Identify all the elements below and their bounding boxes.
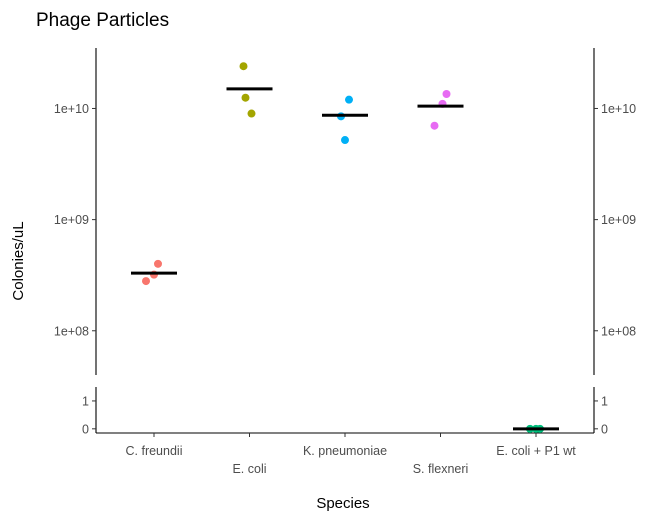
- x-tick-label: E. coli: [232, 462, 266, 476]
- data-point: [142, 277, 150, 286]
- y-tick-label-right-lower: 0: [601, 422, 608, 436]
- data-point: [430, 121, 439, 130]
- y-tick-label-right-lower: 1: [601, 394, 608, 408]
- data-point: [345, 95, 353, 104]
- x-tick-label: S. flexneri: [413, 462, 469, 476]
- x-tick-label: E. coli + P1 wt: [496, 444, 576, 458]
- data-point: [341, 136, 349, 145]
- y-tick-label-left-upper: 1e+10: [54, 102, 89, 116]
- y-tick-label-left-upper: 1e+09: [54, 213, 89, 227]
- y-tick-label-left-lower: 0: [82, 422, 89, 436]
- y-tick-label-left-upper: 1e+08: [54, 324, 89, 338]
- data-point: [241, 93, 250, 102]
- data-point: [247, 109, 256, 118]
- x-tick-label: C. freundii: [126, 444, 183, 458]
- x-axis-title: Species: [316, 495, 369, 512]
- data-point: [154, 259, 162, 268]
- y-tick-label-right-upper: 1e+10: [601, 102, 636, 116]
- y-axis-title: Colonies/uL: [10, 221, 27, 300]
- x-tick-label: K. pneumoniae: [303, 444, 387, 458]
- chart-title: Phage Particles: [36, 10, 169, 31]
- y-tick-label-right-upper: 1e+09: [601, 213, 636, 227]
- data-point: [239, 62, 248, 71]
- y-tick-label-right-upper: 1e+08: [601, 324, 636, 338]
- plot-area: 1e+08 1e+08 1e+09 1e+09 1e+10 1e+10 0 0 1 1 C. fre…: [54, 48, 636, 476]
- data-point: [442, 89, 451, 98]
- y-tick-label-left-lower: 1: [82, 394, 89, 408]
